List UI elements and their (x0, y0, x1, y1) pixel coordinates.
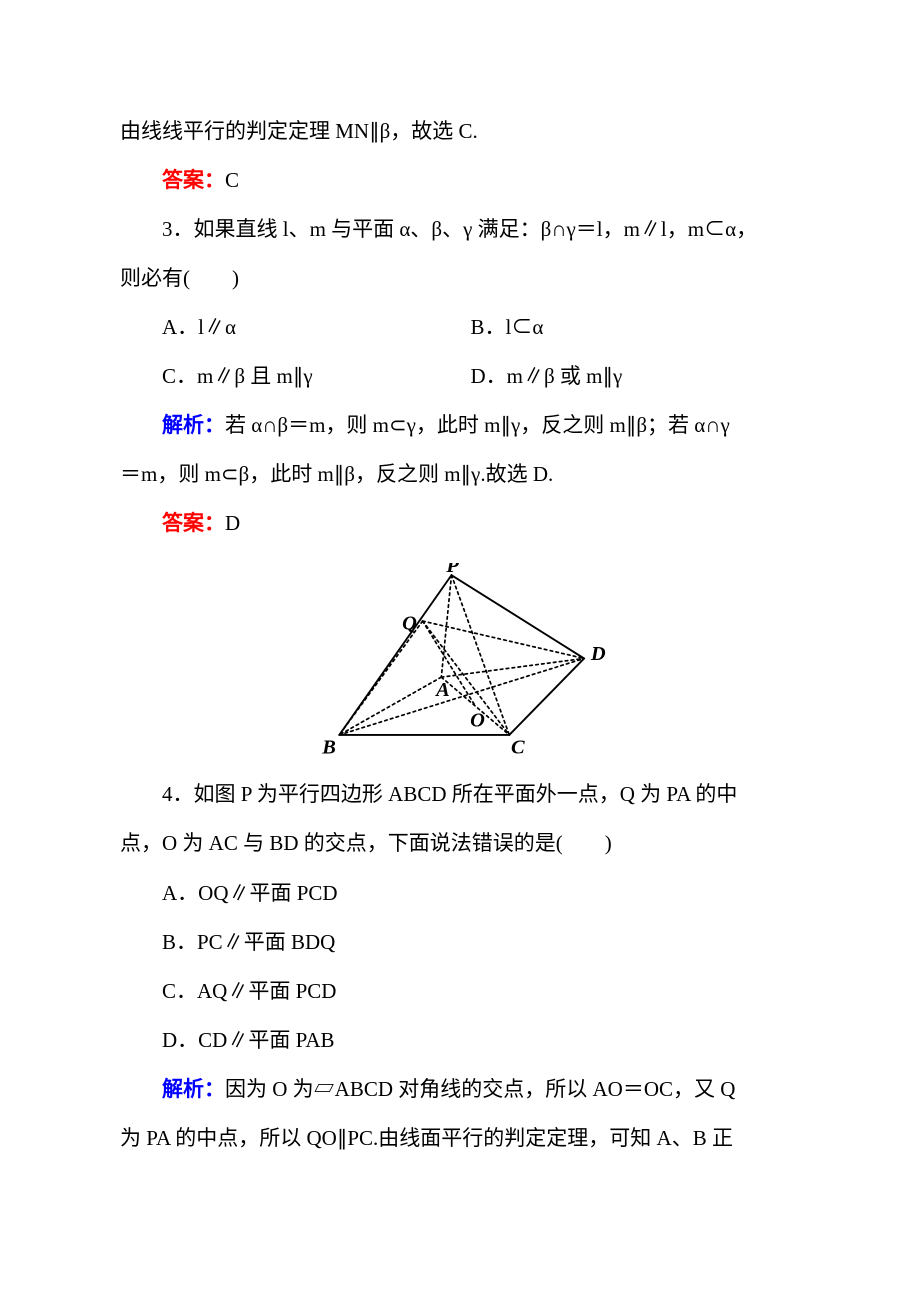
q4-figure: P Q A B C D O (120, 563, 800, 759)
q2-answer: 答案：C (120, 159, 800, 202)
q4-jiexi-b: 为 PA 的中点，所以 QO∥PC.由线面平行的判定定理，可知 A、B 正 (120, 1117, 800, 1160)
svg-text:D: D (590, 644, 606, 666)
svg-text:Q: Q (402, 613, 417, 635)
page: 由线线平行的判定定理 MN∥β，故选 C. 答案：C 3．如果直线 l、m 与平… (0, 0, 920, 1302)
q3-jiexi-a: 解析：若 α∩β＝m，则 m⊂γ，此时 m∥γ，反之则 m∥β；若 α∩γ (120, 404, 800, 447)
jiexi-label: 解析： (162, 413, 225, 437)
jiexi-label: 解析： (162, 1077, 225, 1101)
q4-option-d: D．CD∥平面 PAB (120, 1019, 800, 1062)
q4-option-b: B．PC∥平面 BDQ (120, 921, 800, 964)
svg-text:C: C (511, 737, 525, 759)
q4-stem-b: 点，O 为 AC 与 BD 的交点，下面说法错误的是( ) (120, 822, 800, 865)
q3-option-d: D．m∥β 或 m∥γ (460, 355, 800, 398)
svg-text:A: A (434, 679, 450, 701)
q4-stem-a: 4．如图 P 为平行四边形 ABCD 所在平面外一点，Q 为 PA 的中 (120, 773, 800, 816)
svg-text:P: P (445, 563, 459, 577)
answer-label: 答案： (162, 168, 225, 192)
q3-option-c: C．m∥β 且 m∥γ (120, 355, 460, 398)
q3-jiexi-text-a: 若 α∩β＝m，则 m⊂γ，此时 m∥γ，反之则 m∥β；若 α∩γ (225, 413, 730, 437)
answer-value: C (225, 168, 239, 192)
q3-jiexi-b: ＝m，则 m⊂β，此时 m∥β，反之则 m∥γ.故选 D. (120, 453, 800, 496)
svg-text:O: O (470, 710, 485, 732)
q4-jiexi-text-a: 因为 O 为▱ABCD 对角线的交点，所以 AO＝OC，又 Q (225, 1077, 735, 1101)
q4-option-c: C．AQ∥平面 PCD (120, 970, 800, 1013)
q4-option-a: A．OQ∥平面 PCD (120, 872, 800, 915)
q2-tail-line: 由线线平行的判定定理 MN∥β，故选 C. (120, 110, 800, 153)
tetra-diagram: P Q A B C D O (290, 563, 630, 759)
q3-options-row2: C．m∥β 且 m∥γ D．m∥β 或 m∥γ (120, 355, 800, 398)
answer-label: 答案： (162, 511, 225, 535)
q3-option-b: B．l⊂α (460, 306, 800, 349)
q3-answer: 答案：D (120, 502, 800, 545)
q4-jiexi-a: 解析：因为 O 为▱ABCD 对角线的交点，所以 AO＝OC，又 Q (120, 1068, 800, 1111)
svg-text:B: B (321, 737, 336, 759)
q3-stem-b: 则必有( ) (120, 257, 800, 300)
answer-value: D (225, 511, 240, 535)
q3-option-a: A．l∥α (120, 306, 460, 349)
q3-options-row1: A．l∥α B．l⊂α (120, 306, 800, 349)
q3-stem-a: 3．如果直线 l、m 与平面 α、β、γ 满足：β∩γ＝l，m∥l，m⊂α， (120, 208, 800, 251)
